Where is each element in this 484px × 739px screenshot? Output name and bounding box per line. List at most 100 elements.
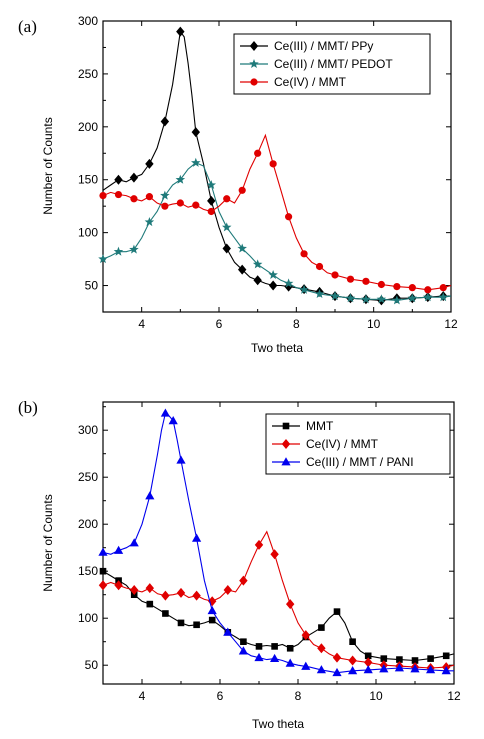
y-tick-label: 50 (85, 658, 99, 672)
data-point-marker (286, 644, 294, 652)
legend-marker (282, 422, 290, 430)
data-point-marker (316, 665, 326, 674)
data-point-marker (161, 202, 169, 210)
data-point-marker (441, 666, 451, 675)
data-point-marker (145, 158, 154, 169)
data-point-marker (285, 658, 295, 667)
x-tick-label: 6 (217, 689, 224, 703)
data-point-marker (129, 172, 139, 183)
legend-label: Ce(IV) / MMT (306, 437, 379, 451)
data-point-marker (332, 667, 342, 677)
data-point-marker (191, 127, 200, 138)
panel-b-label: (b) (18, 398, 38, 417)
panel-b-series (98, 408, 455, 677)
legend-label: Ce(III) / MMT/ PEDOT (274, 57, 393, 71)
data-point-marker (192, 533, 202, 542)
series-3 (99, 133, 452, 294)
series-line (102, 570, 455, 662)
data-point-marker (283, 278, 294, 288)
legend-item: Ce(IV) / MMT (240, 75, 347, 89)
data-point-marker (318, 624, 325, 631)
series-line (102, 412, 454, 674)
data-point-marker (301, 661, 311, 670)
data-point-marker (221, 222, 232, 232)
data-point-marker (331, 271, 339, 279)
data-point-marker (206, 180, 217, 190)
data-point-marker (442, 652, 450, 660)
legend-item: Ce(IV) / MMT (272, 437, 379, 451)
data-point-marker (330, 291, 340, 301)
data-point-marker (301, 630, 310, 641)
data-point-marker (427, 655, 434, 662)
data-point-marker (268, 280, 278, 291)
x-tick-label: 8 (295, 689, 302, 703)
series-3 (98, 408, 454, 677)
x-tick-label: 8 (293, 317, 300, 331)
data-point-marker (349, 638, 356, 645)
data-point-marker (315, 262, 324, 271)
x-tick-label: 10 (367, 317, 381, 331)
panel-a-label: (a) (18, 17, 37, 36)
data-point-marker (240, 638, 247, 645)
panel-a-legend: Ce(III) / MMT/ PPy Ce(III) / MMT/ PEDOT Ce… (233, 33, 431, 95)
data-point-marker (426, 665, 436, 674)
panel-b-ylabel: Number of Counts (41, 494, 55, 591)
data-point-marker (168, 416, 178, 425)
data-point-marker (393, 283, 401, 291)
panel-b-ticks: 4 6 8 10 12 50 100 150 200 250 300 (78, 402, 461, 703)
data-point-marker (160, 190, 170, 200)
data-point-marker (348, 666, 358, 675)
x-tick-label: 6 (216, 317, 223, 331)
data-point-marker (114, 174, 123, 185)
data-point-marker (145, 193, 153, 201)
data-point-marker (254, 149, 262, 157)
data-point-marker (377, 280, 385, 289)
data-point-marker (379, 664, 389, 673)
data-point-marker (438, 292, 449, 302)
data-point-marker (144, 217, 155, 227)
legend-marker (281, 457, 291, 466)
data-point-marker (254, 539, 264, 550)
data-point-marker (269, 160, 277, 168)
panel-a-ylabel: Number of Counts (41, 117, 55, 214)
y-tick-label: 100 (78, 611, 98, 625)
data-point-marker (396, 656, 403, 663)
data-point-marker (223, 195, 231, 203)
data-point-marker (392, 295, 402, 305)
data-point-marker (162, 610, 169, 617)
series-2 (98, 157, 452, 305)
data-point-marker (160, 116, 170, 127)
series-1 (99, 567, 455, 664)
legend-label: MMT (306, 419, 334, 433)
data-point-marker (238, 646, 248, 655)
data-point-marker (130, 585, 139, 595)
data-point-marker (376, 294, 387, 304)
data-point-marker (113, 246, 124, 256)
panel-a: (a) 4 6 8 10 12 50 100 150 200 250 300 Two theta N… (18, 14, 458, 355)
legend-item: Ce(III) / MMT/ PEDOT (240, 57, 393, 71)
legend-marker (281, 439, 291, 449)
data-point-marker (407, 293, 418, 303)
data-point-marker (299, 284, 309, 294)
legend-item: Ce(III) / MMT/ PPy (240, 39, 373, 53)
y-tick-label: 300 (78, 14, 98, 28)
data-point-marker (177, 619, 185, 627)
data-point-marker (253, 275, 262, 286)
data-point-marker (208, 616, 216, 624)
y-tick-label: 200 (78, 517, 98, 531)
x-tick-label: 4 (138, 317, 145, 331)
data-point-marker (98, 580, 108, 591)
data-point-marker (145, 583, 154, 594)
x-tick-label: 12 (447, 689, 461, 703)
y-tick-label: 250 (78, 67, 98, 81)
data-point-marker (176, 587, 186, 598)
panel-b: (b) 4 6 8 10 12 50 100 150 200 250 300 Two theta N… (18, 398, 461, 731)
data-point-marker (300, 250, 308, 258)
x-tick-label: 12 (444, 317, 458, 331)
y-tick-label: 250 (78, 470, 98, 484)
legend-marker (249, 41, 259, 51)
x-tick-label: 4 (139, 689, 146, 703)
panel-b-xlabel: Two theta (252, 717, 304, 731)
data-point-marker (176, 455, 186, 464)
data-point-marker (268, 269, 278, 280)
